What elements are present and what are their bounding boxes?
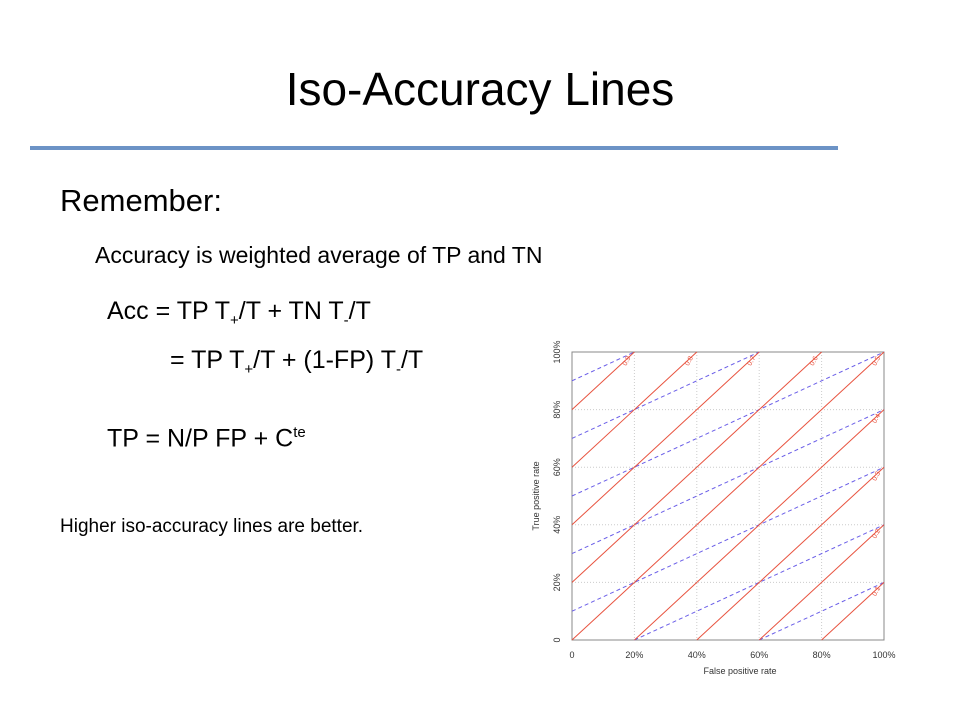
- title-rule: [30, 146, 838, 150]
- point: Accuracy is weighted average of TP and T…: [95, 242, 543, 268]
- dashed-line: [571, 351, 635, 382]
- y-axis-label: True positive rate: [531, 461, 541, 530]
- iso-line: [821, 582, 885, 641]
- equation-sub: +: [244, 361, 254, 378]
- dashed-line: [571, 466, 885, 612]
- slide-title: Iso-Accuracy Lines: [285, 63, 675, 115]
- iso-line-label: 0.5: [871, 355, 882, 367]
- dashed-line: [758, 581, 885, 641]
- iso-line: [571, 351, 760, 526]
- equation: Acc = TP T+/T + TN T-/T: [107, 297, 371, 329]
- iso-accuracy-plot: False positive rate True positive rate 0…: [531, 340, 896, 676]
- x-axis-label: False positive rate: [703, 666, 776, 676]
- iso-line: [634, 409, 885, 641]
- dashed-line: [634, 524, 885, 641]
- y-tick-label: 80%: [552, 401, 562, 419]
- iso-line-label: 0.7: [746, 355, 757, 367]
- iso-line-label: 0.9: [622, 355, 633, 367]
- y-tick-label: 60%: [552, 458, 562, 476]
- iso-line: [571, 351, 885, 641]
- x-tick-label: 20%: [625, 650, 643, 660]
- x-tick-label: 60%: [750, 650, 768, 660]
- equation-text: TP = N/P FP + C: [107, 424, 294, 453]
- iso-line-label: 0.6: [809, 355, 820, 367]
- iso-line-label: 0.4: [871, 413, 882, 425]
- equation-sub: -: [343, 312, 349, 329]
- equation: TP = N/P FP + Cte: [107, 424, 306, 453]
- equation-text: /T: [348, 297, 371, 325]
- equation-text: /T: [400, 346, 424, 374]
- heading: Remember:: [60, 183, 222, 218]
- y-tick-label: 20%: [552, 573, 562, 591]
- equation: = TP T+/T + (1-FP) T-/T: [170, 346, 423, 378]
- dashed-line: [571, 409, 885, 555]
- dashed-line: [571, 351, 760, 439]
- iso-line: [571, 351, 698, 468]
- equation-text: /T + (1-FP) T: [253, 346, 396, 374]
- iso-line: [571, 351, 635, 410]
- equation-text: /T + TN T: [238, 297, 344, 325]
- iso-line: [696, 466, 885, 641]
- iso-line-label: 0.2: [871, 528, 882, 540]
- x-tick-label: 0: [569, 650, 574, 660]
- iso-line-label: 0.8: [684, 355, 695, 367]
- x-tick-label: 100%: [872, 650, 895, 660]
- y-tick-label: 100%: [552, 340, 562, 363]
- y-tick-label: 0: [552, 637, 562, 642]
- equation-sub: -: [395, 361, 401, 378]
- note: Higher iso-accuracy lines are better.: [60, 516, 364, 537]
- dashed-line: [571, 351, 885, 497]
- iso-line-label: 0.1: [871, 586, 882, 598]
- iso-line: [758, 524, 885, 641]
- y-tick-label: 40%: [552, 516, 562, 534]
- equation-sup: te: [293, 424, 306, 441]
- equation-text: = TP T: [170, 346, 245, 374]
- iso-line-label: 0.3: [871, 470, 882, 482]
- x-tick-label: 80%: [813, 650, 831, 660]
- x-tick-label: 40%: [688, 650, 706, 660]
- iso-line: [571, 351, 822, 583]
- equation-text: Acc = TP T: [107, 297, 230, 325]
- equation-sub: +: [229, 312, 239, 329]
